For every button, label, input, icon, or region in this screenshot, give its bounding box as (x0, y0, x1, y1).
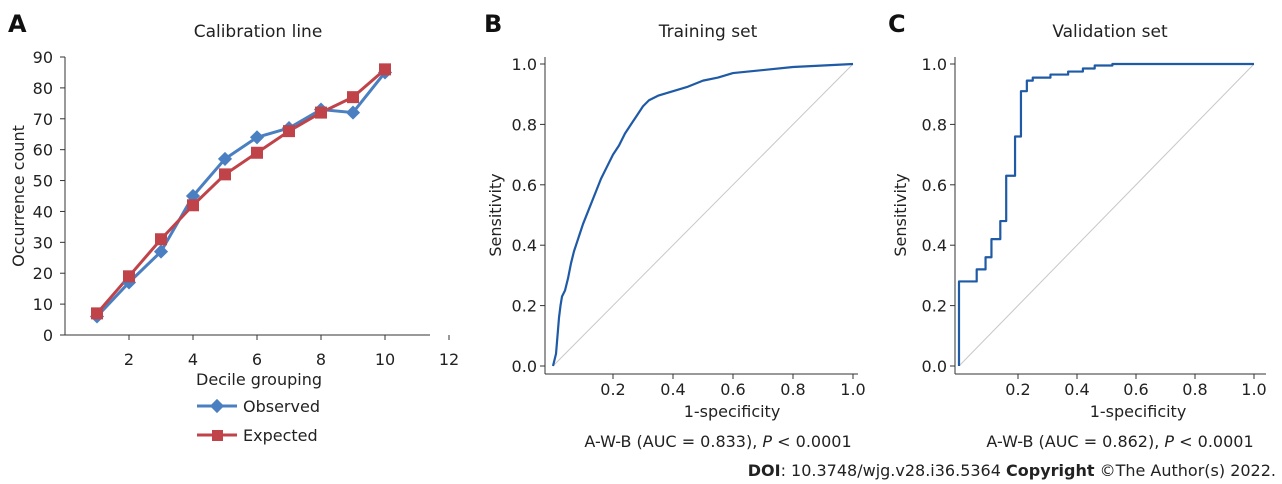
y-tick-label-a: 50 (33, 172, 53, 191)
y-tick-label-c: 0.8 (922, 115, 947, 134)
y-tick-label-c: 0.4 (922, 236, 947, 255)
point-expected (219, 168, 231, 181)
series-line-observed (95, 71, 387, 318)
x-tick-label-b: 1.0 (840, 380, 865, 399)
x-tick-label-c: 0.6 (1123, 380, 1148, 399)
copyright-label: Copyright (1006, 461, 1095, 480)
series-line-expected (95, 68, 386, 315)
point-expected (123, 270, 135, 283)
y-tick-label-a: 60 (33, 141, 53, 160)
point-expected (315, 106, 327, 119)
point-observed (153, 244, 169, 259)
x-tick-label-b: 0.2 (600, 380, 625, 399)
point-expected (251, 146, 263, 159)
copyright-value: ©The Author(s) 2022. (1094, 461, 1276, 480)
x-tick-label-a: 2 (124, 350, 134, 369)
panel-c: C Validation set 0.0 0.2 0.4 0.6 0.8 1.0 0.2 0.… (888, 10, 1267, 451)
x-axis-label-b: 1-specificity (684, 402, 781, 421)
reference-diagonal-c (958, 63, 1255, 367)
y-tick-label-b: 0.6 (512, 176, 537, 195)
doi-label: DOI (747, 461, 781, 480)
point-observed (217, 151, 233, 167)
reference-diagonal-b (552, 63, 854, 367)
panel-letter-b: B (484, 10, 502, 38)
panel-letter-c: C (888, 10, 906, 38)
x-tick-label-c: 1.0 (1241, 380, 1266, 399)
panel-letter-a: A (8, 10, 27, 38)
x-axis-label-c: 1-specificity (1090, 402, 1187, 421)
validation-title: Validation set (1052, 22, 1168, 42)
training-title: Training set (658, 22, 758, 42)
x-axis-label-a: Decile grouping (196, 370, 322, 389)
x-tick-label-b: 0.8 (780, 380, 805, 399)
footer-citation: DOI: 10.3748/wjg.v28.i36.5364 Copyright … (748, 461, 1276, 480)
y-axis-label-c: Sensitivity (891, 173, 910, 256)
y-tick-label-b: 1.0 (512, 55, 537, 74)
x-tick-label-a: 6 (252, 350, 262, 369)
y-tick-label-a: 0 (43, 326, 53, 345)
y-tick-label-a: 70 (33, 110, 53, 129)
point-expected (187, 199, 199, 212)
y-tick-label-c: 0.2 (922, 297, 947, 316)
point-observed (345, 105, 361, 120)
y-tick-label-b: 0.0 (512, 357, 537, 376)
roc-curve-c (957, 62, 1254, 366)
x-tick-label-c: 0.4 (1064, 380, 1089, 399)
x-tick-label-c: 0.8 (1182, 380, 1207, 399)
caption-c: A-W-B (AUC = 0.862), P < 0.0001 (986, 432, 1253, 451)
point-expected (91, 307, 103, 320)
y-tick-label-b: 0.4 (512, 236, 537, 255)
x-tick-label-b: 0.6 (720, 380, 745, 399)
y-tick-label-b: 0.8 (512, 115, 537, 134)
panel-a: A Calibration line 0 10 20 30 40 50 60 70 80 90 2 4… (8, 10, 459, 445)
y-tick-label-a: 30 (33, 233, 53, 252)
point-expected (347, 91, 359, 104)
legend: Observed Expected (197, 397, 320, 445)
legend-observed: Observed (197, 397, 320, 416)
legend-observed-label: Observed (243, 397, 320, 416)
legend-expected-label: Expected (243, 426, 318, 445)
x-tick-label-a: 8 (316, 350, 326, 369)
y-axis-label-a: Occurrence count (9, 125, 28, 267)
y-tick-label-a: 40 (33, 202, 53, 221)
point-expected (283, 125, 295, 138)
y-tick-label-a: 20 (33, 264, 53, 283)
x-tick-label-c: 0.2 (1005, 380, 1030, 399)
doi-value: : 10.3748/wjg.v28.i36.5364 (780, 461, 1006, 480)
y-tick-label-c: 0.6 (922, 176, 947, 195)
panel-b: B Training set 0.0 0.2 0.4 0.6 0.8 1.0 0.2 0.4 0… (484, 10, 866, 451)
y-tick-label-b: 0.2 (512, 297, 537, 316)
caption-b: A-W-B (AUC = 0.833), P < 0.0001 (584, 432, 851, 451)
x-tick-label-b: 0.4 (660, 380, 685, 399)
x-tick-label-a: 12 (439, 350, 459, 369)
point-observed (249, 130, 265, 145)
x-tick-label-a: 10 (375, 350, 395, 369)
roc-curve-b (551, 62, 854, 367)
x-tick-label-a: 4 (188, 350, 198, 369)
y-tick-label-a: 90 (33, 48, 53, 67)
point-expected (155, 233, 167, 246)
y-tick-label-a: 80 (33, 79, 53, 98)
y-tick-label-c: 1.0 (922, 55, 947, 74)
point-expected (379, 63, 391, 76)
legend-expected: Expected (197, 426, 318, 445)
y-axis-label-b: Sensitivity (486, 173, 505, 256)
calibration-title: Calibration line (194, 22, 323, 42)
y-tick-label-c: 0.0 (922, 357, 947, 376)
y-tick-label-a: 10 (33, 295, 53, 314)
